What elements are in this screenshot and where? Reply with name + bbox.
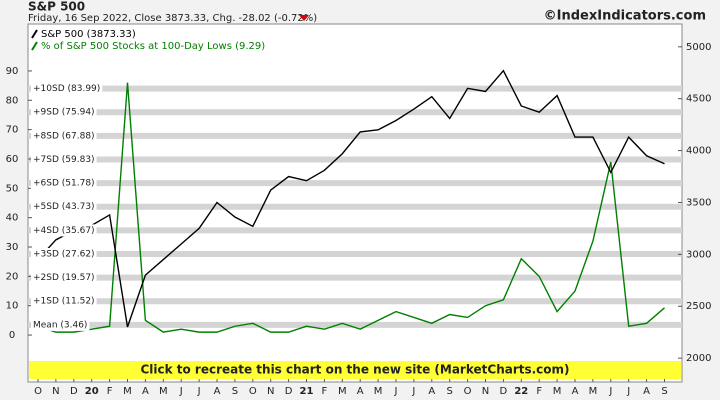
- band-label: +2SD (19.57): [33, 273, 95, 283]
- x-tick-label: O: [249, 386, 257, 397]
- band-label-bg: [31, 200, 97, 213]
- band-label: +10SD (83.99): [33, 84, 100, 94]
- down-arrow: [299, 15, 309, 21]
- y-tick-label: 70: [6, 125, 19, 136]
- legend-label: % of S&P 500 Stocks at 100-Day Lows (9.2…: [41, 41, 265, 52]
- x-tick-label: O: [464, 386, 472, 397]
- x-tick-label: N: [482, 386, 489, 397]
- x-tick-label: 21: [300, 386, 314, 397]
- x-tick-label: J: [608, 386, 612, 397]
- x-tick-label: S: [447, 386, 453, 397]
- x-tick-label: N: [267, 386, 274, 397]
- band-label-bg: [31, 295, 97, 308]
- band-label-bg: [31, 129, 97, 142]
- band-label-bg: [31, 224, 97, 237]
- y-tick-label: 60: [6, 154, 19, 165]
- x-tick-label: F: [107, 386, 113, 397]
- x-tick-label: 22: [514, 386, 528, 397]
- band-label: Mean (3.46): [33, 320, 87, 330]
- x-tick-label: 20: [85, 386, 99, 397]
- x-tick-label: M: [374, 386, 383, 397]
- y2-tick-label: 4500: [686, 94, 711, 105]
- y2-tick-label: 3500: [686, 197, 711, 208]
- legend-label: S&P 500 (3873.33): [41, 29, 136, 40]
- band-label: +6SD (51.78): [33, 179, 95, 189]
- band-label-bg: [31, 82, 103, 95]
- x-tick-label: J: [179, 386, 183, 397]
- y2-tick-label: 5000: [686, 42, 711, 53]
- x-tick-label: A: [428, 386, 435, 397]
- x-tick-label: D: [70, 386, 78, 397]
- band-label: +8SD (67.88): [33, 131, 95, 141]
- series-line: [37, 69, 665, 328]
- y-tick-label: 0: [9, 330, 15, 341]
- x-tick-label: F: [536, 386, 542, 397]
- legend-swatch: [31, 41, 38, 51]
- band-label: +7SD (59.83): [33, 155, 95, 165]
- x-tick-label: A: [357, 386, 364, 397]
- legend-swatch: [31, 29, 38, 39]
- x-tick-label: O: [34, 386, 42, 397]
- y2-tick-label: 3000: [686, 249, 711, 260]
- y2-tick-label: 2000: [686, 353, 711, 364]
- x-tick-label: A: [142, 386, 149, 397]
- band-label-bg: [31, 248, 97, 261]
- series-line: [37, 82, 665, 333]
- x-tick-label: M: [553, 386, 562, 397]
- x-tick-label: D: [285, 386, 293, 397]
- y-tick-label: 50: [6, 183, 19, 194]
- x-tick-label: A: [572, 386, 579, 397]
- y-tick-label: 80: [6, 95, 19, 106]
- band-label-bg: [31, 153, 97, 166]
- x-tick-label: A: [214, 386, 221, 397]
- y-tick-label: 30: [6, 242, 19, 253]
- band-label: +3SD (27.62): [33, 250, 95, 260]
- x-tick-label: S: [232, 386, 238, 397]
- y-tick-label: 20: [6, 271, 19, 282]
- band-label-bg: [31, 106, 97, 119]
- y-tick-label: 10: [6, 301, 19, 312]
- plot-area: [27, 23, 683, 383]
- x-tick-label: M: [123, 386, 132, 397]
- y-tick-label: 90: [6, 66, 19, 77]
- y-tick-label: 40: [6, 213, 19, 224]
- band-label-bg: [31, 177, 97, 190]
- x-tick-label: M: [589, 386, 598, 397]
- chart-title: S&P 500: [28, 0, 85, 14]
- x-tick-label: J: [626, 386, 630, 397]
- y2-tick-label: 2500: [686, 301, 711, 312]
- banner-link[interactable]: Click to recreate this chart on the new …: [140, 363, 569, 377]
- band-label-bg: [31, 318, 90, 331]
- x-tick-label: N: [52, 386, 59, 397]
- band-label: +4SD (35.67): [33, 226, 95, 236]
- band-label: +9SD (75.94): [33, 108, 95, 118]
- x-tick-label: S: [661, 386, 667, 397]
- x-tick-label: M: [159, 386, 168, 397]
- credit: ©IndexIndicators.com: [544, 9, 706, 24]
- x-tick-label: F: [322, 386, 328, 397]
- x-tick-label: D: [500, 386, 508, 397]
- x-tick-label: M: [338, 386, 347, 397]
- banner-bg[interactable]: [29, 361, 681, 379]
- chart-subtitle: Friday, 16 Sep 2022, Close 3873.33, Chg.…: [28, 13, 317, 24]
- x-tick-label: J: [197, 386, 201, 397]
- x-tick-label: J: [411, 386, 415, 397]
- band-label-bg: [31, 271, 97, 284]
- band-label: +5SD (43.73): [33, 202, 95, 212]
- y2-tick-label: 4000: [686, 146, 711, 157]
- x-tick-label: A: [643, 386, 650, 397]
- x-tick-label: J: [394, 386, 398, 397]
- band-label: +1SD (11.52): [33, 297, 95, 307]
